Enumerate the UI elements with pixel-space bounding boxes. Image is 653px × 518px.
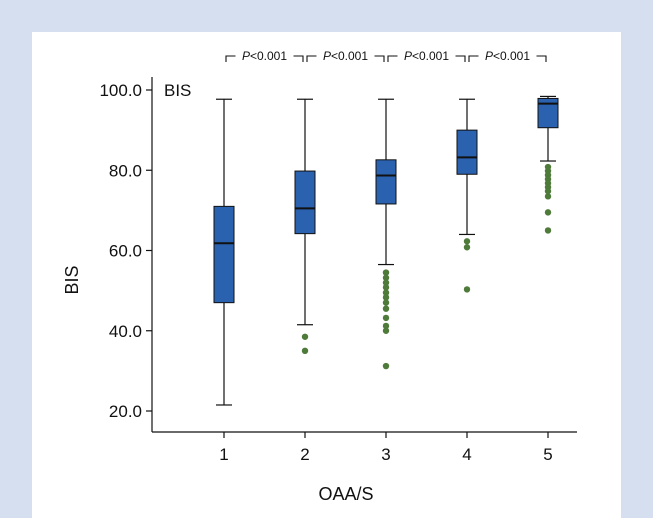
y-tick-label: 60.0 xyxy=(109,242,142,261)
y-tick-label: 80.0 xyxy=(109,161,142,180)
y-axis-title: BIS xyxy=(62,265,82,294)
bracket-label-bg xyxy=(316,48,375,62)
outlier-point xyxy=(382,327,390,334)
axes xyxy=(151,77,577,433)
bracket-label-bg xyxy=(397,48,456,62)
y-tick-label: 100.0 xyxy=(99,81,142,100)
x-axis-title: OAA/S xyxy=(318,484,373,504)
bracket-label-bg xyxy=(235,48,294,62)
p-value-label: P<0.001 xyxy=(485,49,530,63)
outlier-point xyxy=(382,279,390,286)
iqr-box xyxy=(213,205,235,304)
comparison-bracket: P<0.001 xyxy=(225,48,304,63)
box-group-4 xyxy=(456,98,478,293)
outlier-point xyxy=(544,209,552,216)
iqr-box xyxy=(456,129,478,175)
iqr-box xyxy=(294,170,316,235)
outlier-point xyxy=(463,238,471,245)
comparison-bracket: P<0.001 xyxy=(306,48,385,63)
p-value-label: P<0.001 xyxy=(242,49,287,63)
outlier-point xyxy=(382,362,390,370)
x-ticks: 1 2 3 4 5 xyxy=(219,432,553,464)
y-ticks: 20.0 40.0 60.0 80.0 100.0 xyxy=(99,81,152,421)
boxplot-chart: P<0.001 P<0.001 P<0.001 P<0.001 20.0 40.0 60.… xyxy=(62,48,577,504)
outlier-point xyxy=(382,294,390,301)
outlier-point xyxy=(382,299,390,306)
figure-panel: P<0.001 P<0.001 P<0.001 P<0.001 20.0 40.0 60.… xyxy=(32,32,621,518)
outlier-point xyxy=(301,333,309,340)
outlier-point xyxy=(382,274,390,281)
outlier-point xyxy=(463,244,471,251)
box-group-5 xyxy=(537,95,559,234)
iqr-box xyxy=(537,97,559,129)
box-group-1 xyxy=(213,98,235,406)
y-tick-label: 20.0 xyxy=(109,402,142,421)
x-tick-label: 4 xyxy=(462,445,471,464)
y-tick-label: 40.0 xyxy=(109,322,142,341)
box-group-3 xyxy=(375,98,397,370)
outlier-point xyxy=(301,347,309,355)
outlier-point xyxy=(544,187,552,195)
bracket-label-bg xyxy=(478,48,537,62)
comparison-bracket: P<0.001 xyxy=(387,48,466,63)
outlier-point xyxy=(382,322,390,330)
iqr-box xyxy=(375,159,397,205)
outlier-point xyxy=(382,289,390,296)
x-tick-label: 1 xyxy=(219,445,228,464)
significance-brackets: P<0.001 P<0.001 P<0.001 P<0.001 xyxy=(225,48,547,63)
outlier-point xyxy=(463,286,471,293)
box-group-2 xyxy=(294,98,316,355)
outlier-point xyxy=(382,284,390,291)
inset-label: BIS xyxy=(164,81,191,100)
outlier-point xyxy=(382,314,390,322)
x-tick-label: 3 xyxy=(381,445,390,464)
p-value-label: P<0.001 xyxy=(323,49,368,63)
p-value-label: P<0.001 xyxy=(404,49,449,63)
boxes xyxy=(213,95,559,406)
outlier-point xyxy=(544,227,552,234)
outlier-point xyxy=(382,305,390,312)
x-tick-label: 2 xyxy=(300,445,309,464)
comparison-bracket: P<0.001 xyxy=(468,48,547,63)
x-tick-label: 5 xyxy=(543,445,552,464)
outlier-point xyxy=(544,193,552,200)
outlier-point xyxy=(382,269,390,276)
